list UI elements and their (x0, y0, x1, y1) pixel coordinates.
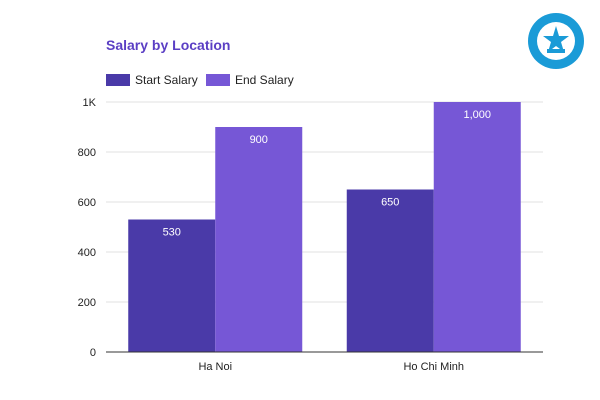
x-axis-categories: Ha Noi Ho Chi Minh (198, 361, 464, 373)
bar-value-label: 900 (250, 134, 268, 146)
bar (215, 127, 303, 352)
bar (346, 189, 434, 352)
y-tick-label: 400 (78, 247, 96, 259)
chart-title: Salary by Location (106, 37, 230, 53)
y-tick-label: 800 (78, 147, 96, 159)
legend: Start Salary End Salary (106, 73, 294, 87)
bar (433, 102, 521, 352)
y-tick-label: 1K (83, 97, 97, 109)
seal-star-icon (543, 26, 569, 52)
legend-swatch-start-salary (106, 74, 130, 86)
y-tick-label: 0 (90, 347, 96, 359)
data-labels: 530 900 650 1,000 (163, 109, 491, 239)
y-tick-label: 600 (78, 197, 96, 209)
legend-label-start-salary: Start Salary (135, 73, 198, 87)
university-seal-logo (528, 13, 584, 69)
bar-value-label: 1,000 (463, 109, 491, 121)
bars (128, 102, 521, 352)
legend-swatch-end-salary (206, 74, 230, 86)
bar-value-label: 650 (381, 197, 399, 209)
bar (128, 219, 216, 352)
y-tick-label: 200 (78, 297, 96, 309)
x-category-label: Ha Noi (198, 361, 232, 373)
seal-book-icon (547, 49, 565, 53)
y-axis-ticks: 0 200 400 600 800 1K (78, 97, 97, 359)
x-category-label: Ho Chi Minh (403, 361, 464, 373)
bar-value-label: 530 (163, 227, 181, 239)
legend-label-end-salary: End Salary (235, 73, 294, 87)
